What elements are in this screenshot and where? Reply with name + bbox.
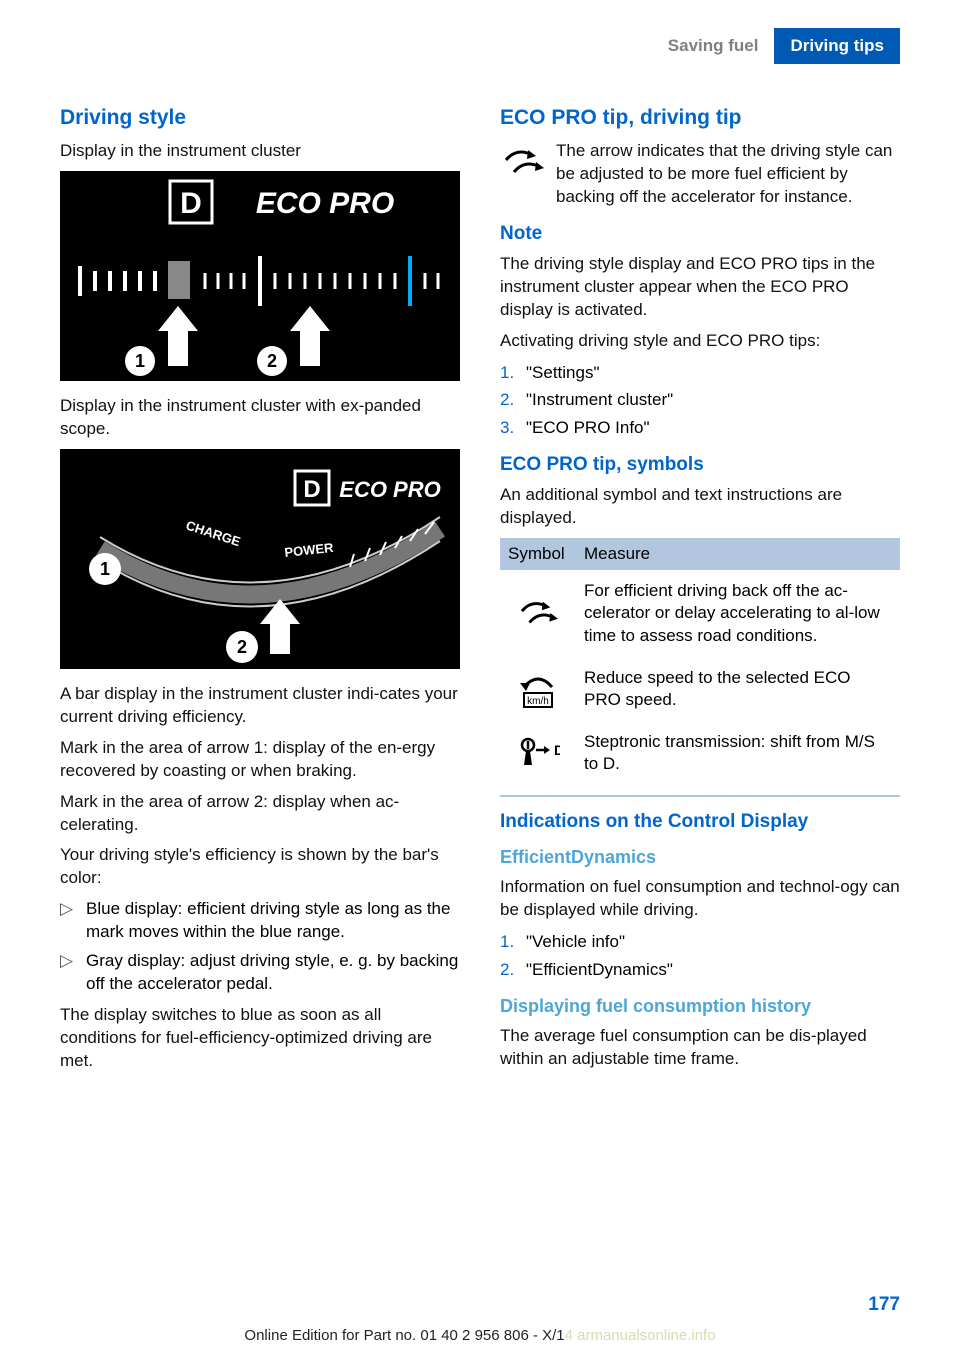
svg-text:ECO PRO: ECO PRO <box>256 187 394 220</box>
left-column: Driving style Display in the instrument … <box>60 94 460 1081</box>
symbols-intro: An additional symbol and text instructio… <box>500 484 900 530</box>
effdyn-para: Information on fuel consumption and tech… <box>500 876 900 922</box>
th-measure: Measure <box>576 538 900 570</box>
heading-efficientdynamics: EfficientDynamics <box>500 847 900 868</box>
measure-cell: Steptronic transmission: shift from M/S … <box>576 721 900 785</box>
para-bar-intro: A bar display in the instrument cluster … <box>60 683 460 729</box>
triangle-bullet-icon: ▷ <box>60 898 86 944</box>
symbols-table: Symbol Measure For efficient driving bac… <box>500 538 900 785</box>
list-item: 3."ECO PRO Info" <box>500 416 900 441</box>
symbol-cell <box>500 570 576 656</box>
shift-d-icon: D <box>516 735 560 771</box>
symbol-cell: km/h <box>500 657 576 721</box>
bullet-text: Blue display: efficient driving style as… <box>86 898 460 944</box>
table-row: For efficient driving back off the ac‐ce… <box>500 570 900 656</box>
para-arrow1: Mark in the area of arrow 1: display of … <box>60 737 460 783</box>
note-para2: Activating driving style and ECO PRO tip… <box>500 330 900 353</box>
step-number: 2. <box>500 958 526 983</box>
para-color-intro: Your driving style's efficiency is shown… <box>60 844 460 890</box>
step-text: "EfficientDynamics" <box>526 958 673 983</box>
svg-text:1: 1 <box>135 351 145 371</box>
bullet-text: Gray display: adjust driving style, e. g… <box>86 950 460 996</box>
svg-text:D: D <box>303 476 320 503</box>
step-number: 1. <box>500 930 526 955</box>
eco-tip-text: The arrow indicates that the driving sty… <box>556 140 900 209</box>
list-item: 1."Vehicle info" <box>500 930 900 955</box>
triangle-bullet-icon: ▷ <box>60 950 86 996</box>
arrows-icon <box>500 144 546 182</box>
heading-eco-symbols: ECO PRO tip, symbols <box>500 454 900 476</box>
list-item: 1."Settings" <box>500 361 900 386</box>
list-item: ▷Blue display: efficient driving style a… <box>60 898 460 944</box>
page: Saving fuel Driving tips Driving style D… <box>0 0 960 1362</box>
svg-text:ECO PRO: ECO PRO <box>339 477 440 502</box>
step-text: "Instrument cluster" <box>526 388 673 413</box>
fuel-history-para: The average fuel consumption can be dis‐… <box>500 1025 900 1071</box>
svg-text:2: 2 <box>267 351 277 371</box>
footer-line: Online Edition for Part no. 01 40 2 956 … <box>0 1327 960 1344</box>
table-header-row: Symbol Measure <box>500 538 900 570</box>
step-number: 3. <box>500 416 526 441</box>
caption-display-cluster: Display in the instrument cluster <box>60 140 460 163</box>
kmh-icon: km/h <box>516 669 560 709</box>
footer-watermark: 4 armanualsonline.info <box>565 1327 716 1344</box>
heading-fuel-history: Displaying fuel consumption history <box>500 996 900 1017</box>
svg-text:D: D <box>180 187 202 220</box>
symbol-cell: D <box>500 721 576 785</box>
effdyn-steps-list: 1."Vehicle info" 2."EfficientDynamics" <box>500 930 900 982</box>
cluster-display-expanded-image: D ECO PRO CHARGE POWER <box>60 449 460 669</box>
svg-text:km/h: km/h <box>527 696 549 707</box>
table-row: km/h Reduce speed to the selected ECO PR… <box>500 657 900 721</box>
svg-text:D: D <box>554 742 560 758</box>
heading-eco-pro-tip: ECO PRO tip, driving tip <box>500 106 900 130</box>
note-para1: The driving style display and ECO PRO ti… <box>500 253 900 322</box>
arrows-icon <box>516 596 560 632</box>
heading-indications: Indications on the Control Display <box>500 811 900 833</box>
eco-tip-row: The arrow indicates that the driving sty… <box>500 140 900 209</box>
step-number: 1. <box>500 361 526 386</box>
measure-cell: Reduce speed to the selected ECO PRO spe… <box>576 657 900 721</box>
step-number: 2. <box>500 388 526 413</box>
driving-style-bullets: ▷Blue display: efficient driving style a… <box>60 898 460 996</box>
measure-cell: For efficient driving back off the ac‐ce… <box>576 570 900 656</box>
footer-text: Online Edition for Part no. 01 40 2 956 … <box>244 1327 564 1344</box>
heading-note: Note <box>500 223 900 245</box>
right-column: ECO PRO tip, driving tip The arrow indic… <box>500 94 900 1081</box>
table-row: D Steptronic transmission: shift from M/… <box>500 721 900 785</box>
svg-text:2: 2 <box>237 637 247 657</box>
list-item: ▷Gray display: adjust driving style, e. … <box>60 950 460 996</box>
para-switch-blue: The display switches to blue as soon as … <box>60 1004 460 1073</box>
list-item: 2."EfficientDynamics" <box>500 958 900 983</box>
note-steps-list: 1."Settings" 2."Instrument cluster" 3."E… <box>500 361 900 441</box>
caption-display-cluster-expanded: Display in the instrument cluster with e… <box>60 395 460 441</box>
list-item: 2."Instrument cluster" <box>500 388 900 413</box>
header-tab-saving-fuel: Saving fuel <box>652 28 775 64</box>
step-text: "Vehicle info" <box>526 930 625 955</box>
page-number: 177 <box>868 1294 900 1316</box>
svg-text:1: 1 <box>100 559 110 579</box>
th-symbol: Symbol <box>500 538 576 570</box>
para-arrow2: Mark in the area of arrow 2: display whe… <box>60 791 460 837</box>
header-bar: Saving fuel Driving tips <box>60 28 900 64</box>
heading-driving-style: Driving style <box>60 106 460 130</box>
table-end-rule <box>500 795 900 797</box>
header-tab-driving-tips: Driving tips <box>774 28 900 64</box>
cluster-display-image: D ECO PRO <box>60 171 460 381</box>
step-text: "Settings" <box>526 361 600 386</box>
step-text: "ECO PRO Info" <box>526 416 650 441</box>
content-columns: Driving style Display in the instrument … <box>60 94 900 1081</box>
